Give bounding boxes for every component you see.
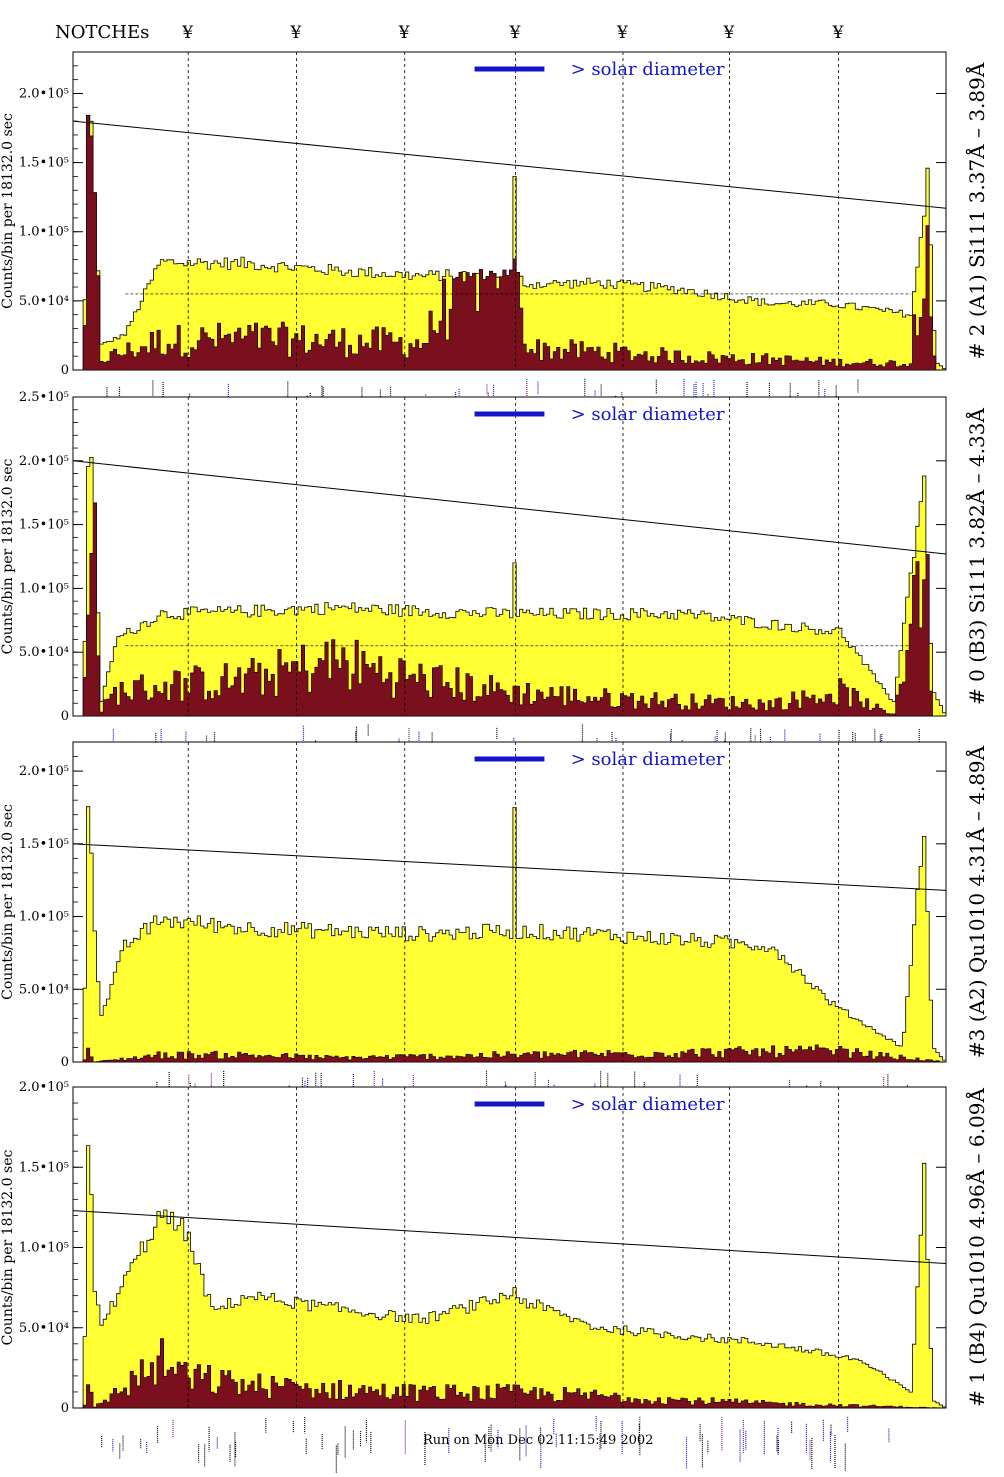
y-tick-label: 5.0•10⁴ [19, 982, 69, 997]
solar-trend-line [72, 843, 947, 891]
chart-panel: 0 5.0•10⁴ 1.0•10⁵ 1.5•10⁵ 2.0•10⁵ Counts/bin … [0, 1080, 989, 1473]
run-footer: Run on Mon Dec 02 11:15:49 2002 [423, 1433, 653, 1448]
y-tick-label: 1.0•10⁵ [19, 581, 69, 596]
notch-symbol: ¥ [289, 23, 301, 43]
panel-title: # 2 (A1) Si111 3.37Å – 3.89Å [964, 62, 989, 359]
y-tick-label: 2.0•10⁵ [19, 1080, 69, 1095]
y-tick-label: 5.0•10⁴ [19, 294, 69, 309]
panels: 05.0•10⁴1.0•10⁵1.5•10⁵2.0•10⁵Counts/bin … [0, 51, 989, 1473]
y-tick-label: 1.5•10⁵ [19, 156, 69, 171]
chart-panel: 0 5.0•10⁴ 1.0•10⁵ 1.5•10⁵ 2.0•10⁵ 2.5•10⁵ Coun… [0, 390, 989, 786]
panel-title: #3 (A2) Qu1010 4.31Å – 4.89Å [964, 745, 989, 1058]
y-axis-label: Counts/bin per 18132.0 sec [0, 459, 16, 655]
panel-title: # 1 (B4) Qu1010 4.96Å – 6.09Å [964, 1088, 989, 1407]
y-tick-label: 1.0•10⁵ [19, 225, 69, 240]
y-axis-label: Counts/bin per 18132.0 sec [0, 1150, 16, 1346]
y-axis-label: Counts/bin per 18132.0 sec [0, 113, 16, 309]
legend-label: > solar diameter [571, 404, 725, 425]
legend-label: > solar diameter [571, 749, 725, 770]
histogram-dark [73, 1338, 946, 1409]
solar-trend-line [72, 120, 947, 209]
histogram-dark [73, 115, 946, 371]
notch-symbol: ¥ [832, 23, 844, 43]
y-tick-label: 2.0•10⁵ [19, 454, 69, 469]
y-tick-label: 2.0•10⁵ [19, 86, 69, 101]
y-tick-label: 2.0•10⁵ [19, 764, 69, 779]
y-tick-label: 1.5•10⁵ [19, 1160, 69, 1175]
y-tick-label: 0 [61, 1401, 69, 1416]
histogram-total [73, 1145, 947, 1409]
histogram-dark [73, 1044, 947, 1063]
histogram-dark [73, 502, 946, 717]
histogram-total [73, 114, 947, 371]
y-tick-label: 1.5•10⁵ [19, 837, 69, 852]
notch-symbol: ¥ [509, 23, 521, 43]
histogram-total [73, 457, 947, 717]
chart-panel: 0 5.0•10⁴ 1.0•10⁵ 1.5•10⁵ 2.0•10⁵Counts/bin … [0, 51, 989, 441]
y-tick-label: 1.5•10⁵ [19, 518, 69, 533]
y-tick-label: 5.0•10⁴ [19, 1321, 69, 1336]
chart-panel: 0 5.0•10⁴ 1.0•10⁵ 1.5•10⁵ 2.0•10⁵ Counts/bin … [0, 741, 989, 1131]
notch-symbol: ¥ [398, 23, 410, 43]
y-tick-label: 0 [61, 709, 69, 724]
notches-title: NOTCHEs [55, 22, 149, 43]
y-tick-label: 5.0•10⁴ [19, 645, 69, 660]
y-tick-label: 2.5•10⁵ [19, 390, 69, 405]
legend-label: > solar diameter [571, 59, 725, 80]
solar-trend-line [72, 460, 947, 555]
y-tick-label: 1.0•10⁵ [19, 1241, 69, 1256]
y-tick-label: 1.0•10⁵ [19, 910, 69, 925]
panel-title: # 0 (B3) Si111 3.82Å – 4.33Å [964, 408, 989, 705]
y-tick-label: 0 [61, 363, 69, 378]
notch-marks: ¥ ¥ ¥ ¥ ¥ ¥ ¥ [181, 23, 843, 43]
solar-trend-line [72, 1210, 947, 1265]
legend-label: > solar diameter [571, 1094, 725, 1115]
y-axis-label: Counts/bin per 18132.0 sec [0, 804, 16, 1000]
notch-symbol: ¥ [722, 23, 734, 43]
y-tick-label: 0 [61, 1055, 69, 1070]
notch-symbol: ¥ [616, 23, 628, 43]
notch-symbol: ¥ [181, 23, 193, 43]
histogram-total [73, 806, 947, 1063]
